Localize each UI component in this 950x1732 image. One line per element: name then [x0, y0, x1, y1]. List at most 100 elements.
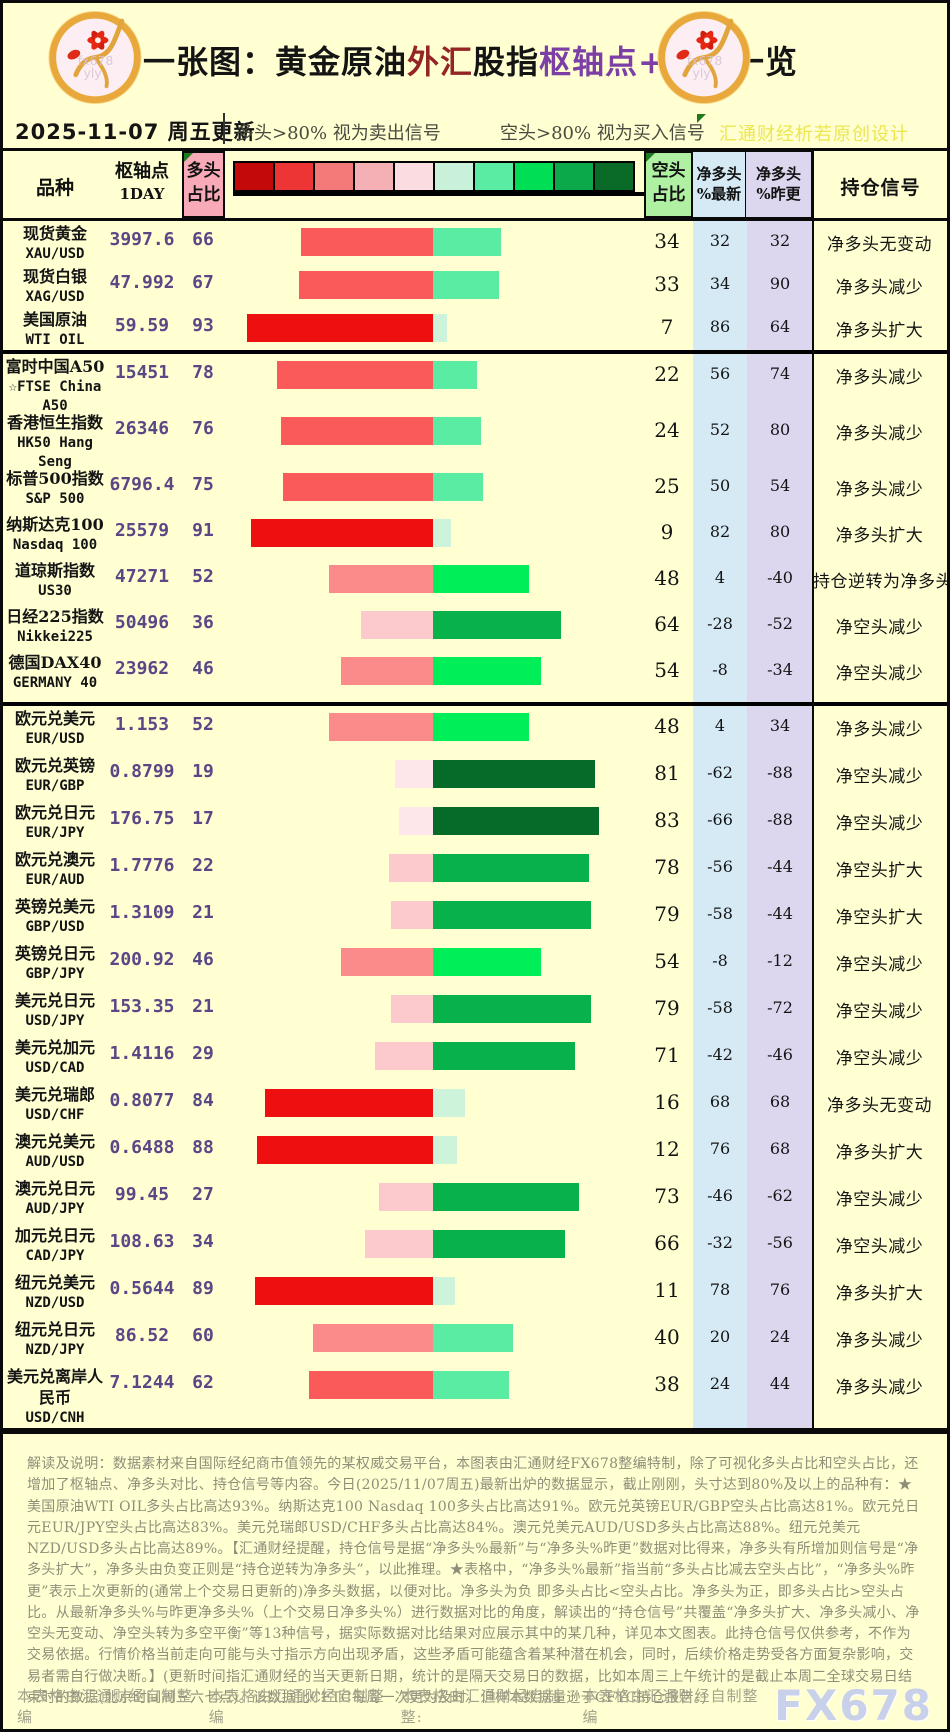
net-long-prev-value: -56 [747, 1223, 813, 1270]
short-bar [433, 361, 477, 389]
long-pct-value: 22 [192, 855, 214, 876]
long-bar [247, 314, 433, 342]
fx678-logo-left: fx678 yly [48, 10, 142, 105]
net-long-prev-value: 80 [747, 410, 813, 466]
pivot-value: 200.92 [109, 949, 175, 970]
long-bar [313, 1324, 433, 1352]
position-signal-value: 净空头减少 [835, 664, 924, 684]
separator [3, 1428, 947, 1434]
table-row: 标普500指数 S&P 500 6796.4 75 25 50 54 净多头减少 [3, 466, 947, 512]
long-bar [379, 1183, 433, 1211]
legend-swatch [433, 161, 475, 192]
long-short-bar-cell [223, 221, 641, 264]
short-pct-value: 73 [654, 1184, 680, 1208]
long-pct-value: 93 [192, 315, 214, 336]
long-bar [301, 228, 433, 256]
short-signal-note: 空头>80% 视为买入信号 [500, 123, 705, 144]
table-row: 美国原油 WTI OIL 59.59 93 7 86 64 净多头扩大 [3, 307, 947, 350]
net-long-latest-value: -8 [693, 941, 747, 988]
long-short-bar-cell [223, 466, 641, 512]
long-pct-value: 52 [192, 714, 214, 735]
svg-text:yly: yly [83, 66, 101, 81]
long-bar [265, 1089, 433, 1117]
net-long-prev-value: -62 [747, 1176, 813, 1223]
long-pct-value: 36 [192, 612, 214, 633]
net-long-latest-value: 52 [693, 410, 747, 466]
long-short-bar-cell [223, 1082, 641, 1129]
instrument-name: 澳元兑日元 AUD/JPY [9, 1176, 101, 1223]
long-pct-value: 21 [192, 902, 214, 923]
instrument-name: 英镑兑日元 GBP/JPY [9, 941, 101, 988]
position-signal-value: 净多头减少 [835, 368, 924, 388]
net-long-latest-value: -58 [693, 894, 747, 941]
instrument-name: 纽元兑美元 NZD/USD [9, 1270, 101, 1317]
long-short-bar-cell [223, 1129, 641, 1176]
long-bar [389, 854, 433, 882]
pivot-value: 47271 [114, 566, 170, 587]
long-short-bar-cell [223, 1176, 641, 1223]
long-bar [255, 1277, 433, 1305]
instrument-name-line: NZD/USD [25, 1294, 85, 1311]
position-signal-value: 净多头减少 [835, 1378, 924, 1398]
table-row: 现货黄金 XAU/USD 3997.6 66 34 32 32 净多头无变动 [3, 221, 947, 264]
net-long-latest-value: -58 [693, 988, 747, 1035]
pivot-value: 26346 [114, 418, 170, 439]
short-bar [433, 901, 591, 929]
net-long-latest-value: -62 [693, 753, 747, 800]
net-long-latest-value: -32 [693, 1223, 747, 1270]
instrument-name-line: 欧元兑澳元 [14, 850, 95, 869]
net-long-prev-value: -40 [747, 558, 813, 604]
flower-icon [67, 30, 109, 60]
long-bar [399, 807, 433, 835]
net-long-prev-value: 90 [747, 264, 813, 307]
instrument-name-line: EUR/AUD [25, 871, 85, 888]
short-bar [433, 1324, 513, 1352]
position-signal-value: 净空头减少 [835, 1002, 924, 1022]
position-signal-value: 净空头减少 [835, 618, 924, 638]
net-long-latest-value: 4 [693, 706, 747, 753]
long-pct-value: 21 [192, 996, 214, 1017]
net-long-latest-value: 68 [693, 1082, 747, 1129]
short-pct-value: 71 [654, 1043, 680, 1067]
table-row: 香港恒生指数 HK50 Hang Seng 26346 76 24 52 80 净多… [3, 410, 947, 470]
net-long-latest-value: -8 [693, 650, 747, 702]
net-long-prev-value: 32 [747, 221, 813, 264]
table-row: 日经225指数 Nikkei225 50496 36 64 -28 -52 净空头… [3, 604, 947, 650]
position-signal-value: 净空头减少 [835, 955, 924, 975]
net-long-latest-value: -66 [693, 800, 747, 847]
instrument-name-line: S&P 500 [25, 490, 85, 507]
legend-swatch [393, 161, 435, 192]
long-short-bar-cell [223, 604, 641, 650]
short-pct-value: 34 [654, 229, 680, 253]
brand-note: 汇通财经析若原创设计 [719, 124, 909, 145]
pivot-value: 6796.4 [109, 474, 175, 495]
col-header-short-pct: 空头 占比 [644, 151, 693, 218]
legend-swatch [513, 161, 555, 192]
footer-credit: 本表格由汇通财经自制整编 [17, 1687, 194, 1726]
long-bar [361, 611, 433, 639]
short-bar [433, 1183, 579, 1211]
short-bar [433, 657, 541, 685]
corner-marker-icon [184, 153, 193, 162]
short-bar [433, 995, 591, 1023]
short-bar [433, 417, 481, 445]
instrument-name-line: US30 [38, 582, 72, 599]
short-pct-value: 64 [654, 612, 680, 636]
instrument-name: 道琼斯指数 US30 [9, 558, 101, 604]
long-bar [365, 1230, 433, 1258]
table-body: 现货黄金 XAU/USD 3997.6 66 34 32 32 净多头无变动 现货… [3, 221, 947, 1428]
short-bar [433, 314, 447, 342]
legend-swatch [473, 161, 515, 192]
instrument-name-line: AUD/USD [25, 1153, 85, 1170]
short-pct-value: 79 [654, 996, 680, 1020]
instrument-name: 美元兑瑞郎 USD/CHF [9, 1082, 101, 1129]
short-pct-value: 9 [660, 520, 674, 544]
instrument-name: 澳元兑美元 AUD/USD [9, 1129, 101, 1176]
instrument-name-line: CAD/JPY [25, 1247, 85, 1264]
instrument-name-line: 德国DAX40 [8, 653, 102, 672]
short-bar [433, 519, 451, 547]
long-pct-value: 91 [192, 520, 214, 541]
long-bar [395, 760, 433, 788]
fx678-watermark: FX678 [774, 1681, 933, 1730]
